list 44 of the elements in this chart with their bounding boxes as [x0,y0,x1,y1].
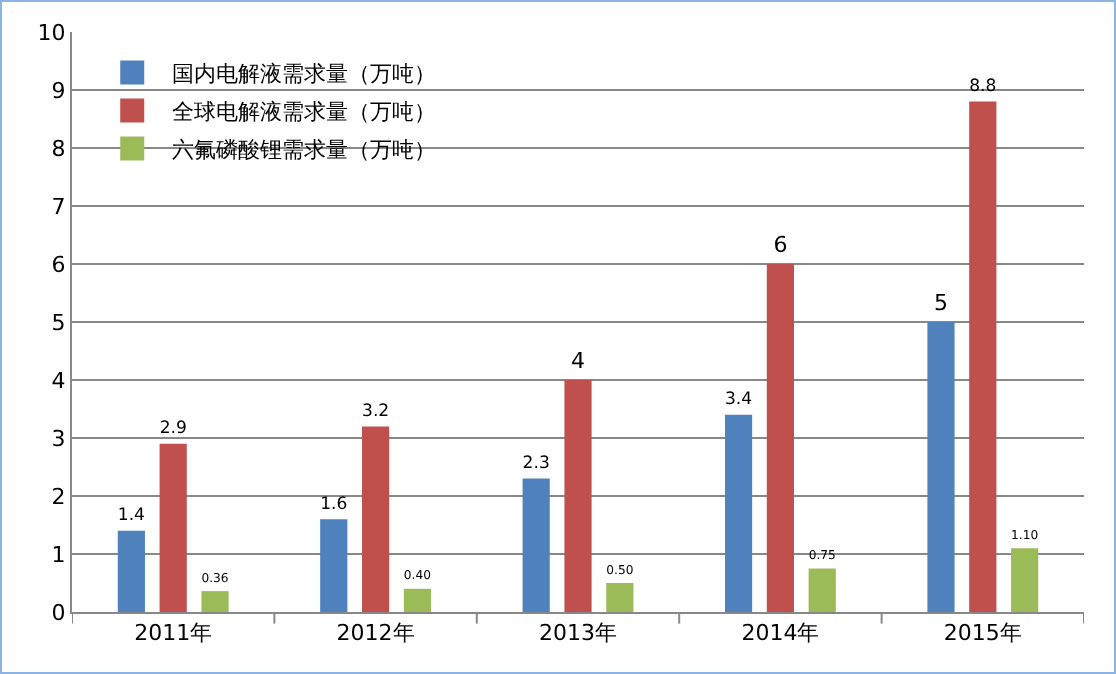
x-tick-label: 2012年 [336,620,415,647]
x-tick-label: 2015年 [943,620,1022,647]
data-label: 4 [571,348,585,374]
legend-label: 六氟磷酸锂需求量（万吨） [172,137,437,164]
y-tick-label: 8 [51,135,66,162]
bar [403,588,432,612]
bar [766,264,794,612]
data-label: 2.3 [522,453,550,474]
bar [724,414,753,612]
data-label: 2.9 [159,419,187,440]
y-tick-label: 3 [51,425,66,452]
data-label: 6 [773,232,788,258]
bar [808,568,836,612]
data-label: 8.8 [969,76,997,97]
y-tick-label: 10 [37,19,66,46]
bar [522,478,550,612]
y-tick-label: 7 [51,193,66,220]
y-tick-label: 4 [51,367,66,394]
y-tick-label: 2 [51,483,66,510]
y-tick-label: 5 [51,309,66,336]
bar [1011,548,1039,612]
y-tick-label: 9 [51,77,66,104]
x-tick-label: 2014年 [741,620,820,647]
data-label: 5 [933,290,948,316]
data-label: 1.4 [117,506,145,527]
y-tick-label: 6 [51,251,66,278]
bar [362,426,390,612]
y-tick-label: 0 [51,599,66,626]
bar [606,583,634,612]
y-tick-label: 1 [51,541,66,568]
bar [320,519,348,612]
bar [564,380,592,612]
bar [927,322,955,612]
bar [969,101,997,612]
bar [117,530,145,612]
bar [159,443,187,612]
data-label: 3.4 [724,390,753,411]
x-tick-label: 2013年 [539,620,617,647]
bar [201,591,229,612]
legend-label: 全球电解液需求量（万吨） [172,99,437,126]
x-tick-label: 2011年 [134,620,213,647]
legend-label: 国内电解液需求量（万吨） [172,61,437,88]
data-label: 1.6 [320,494,348,515]
data-label: 3.2 [362,401,390,422]
